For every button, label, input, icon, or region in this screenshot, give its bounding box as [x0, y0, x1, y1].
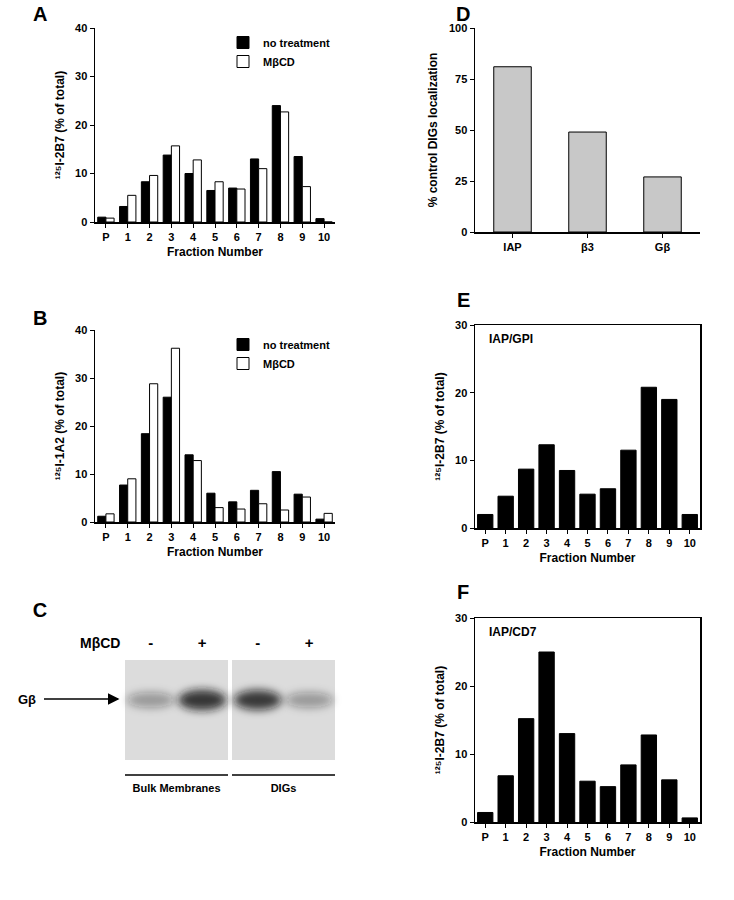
svg-text:7: 7	[625, 831, 631, 843]
svg-text:% control DIGs localization: % control DIGs localization	[426, 53, 440, 208]
svg-text:20: 20	[75, 119, 87, 131]
svg-text:7: 7	[256, 231, 262, 243]
svg-text:¹²⁵I-1A2 (% of total): ¹²⁵I-1A2 (% of total)	[53, 372, 67, 480]
svg-text:Bulk Membranes: Bulk Membranes	[132, 782, 220, 794]
svg-text:B: B	[33, 307, 47, 329]
svg-text:30: 30	[455, 319, 467, 331]
svg-text:IAP: IAP	[503, 241, 521, 253]
svg-text:-: -	[255, 634, 260, 651]
svg-text:9: 9	[299, 231, 305, 243]
svg-text:30: 30	[455, 612, 467, 624]
svg-text:IAP/GPI: IAP/GPI	[489, 332, 533, 346]
svg-text:8: 8	[277, 531, 283, 543]
svg-text:0: 0	[461, 816, 467, 828]
svg-text:10: 10	[75, 167, 87, 179]
svg-text:Fraction Number: Fraction Number	[539, 845, 635, 859]
svg-text:β3: β3	[581, 241, 594, 253]
svg-text:5: 5	[212, 231, 218, 243]
svg-text:Gβ: Gβ	[655, 241, 671, 253]
svg-text:9: 9	[666, 831, 672, 843]
svg-text:9: 9	[666, 537, 672, 549]
svg-text:Fraction Number: Fraction Number	[167, 245, 263, 259]
svg-text:4: 4	[190, 531, 197, 543]
svg-text:8: 8	[646, 831, 652, 843]
svg-text:0: 0	[81, 216, 87, 228]
svg-text:6: 6	[605, 537, 611, 549]
svg-text:40: 40	[75, 22, 87, 34]
svg-text:+: +	[198, 634, 207, 651]
svg-text:6: 6	[605, 831, 611, 843]
svg-text:P: P	[102, 531, 109, 543]
svg-text:P: P	[482, 831, 489, 843]
svg-text:100: 100	[449, 22, 467, 34]
svg-text:10: 10	[455, 454, 467, 466]
svg-text:5: 5	[212, 531, 218, 543]
svg-text:1: 1	[125, 531, 131, 543]
svg-text:40: 40	[75, 324, 87, 336]
svg-text:2: 2	[523, 831, 529, 843]
svg-text:1: 1	[503, 537, 509, 549]
svg-text:0: 0	[461, 522, 467, 534]
svg-text:3: 3	[168, 531, 174, 543]
svg-text:2: 2	[523, 537, 529, 549]
svg-text:IAP/CD7: IAP/CD7	[489, 625, 537, 639]
svg-text:4: 4	[190, 231, 197, 243]
svg-text:Fraction Number: Fraction Number	[167, 545, 263, 559]
svg-text:10: 10	[318, 231, 330, 243]
svg-text:P: P	[102, 231, 109, 243]
svg-text:20: 20	[455, 387, 467, 399]
svg-text:A: A	[33, 3, 47, 25]
svg-text:¹²⁵I-2B7 (% of total): ¹²⁵I-2B7 (% of total)	[433, 666, 447, 774]
svg-text:C: C	[33, 599, 47, 621]
svg-text:6: 6	[234, 231, 240, 243]
svg-text:1: 1	[503, 831, 509, 843]
svg-text:10: 10	[684, 537, 696, 549]
svg-text:20: 20	[75, 420, 87, 432]
svg-text:5: 5	[584, 831, 590, 843]
svg-text:20: 20	[455, 680, 467, 692]
svg-text:E: E	[457, 289, 470, 311]
svg-text:DIGs: DIGs	[271, 782, 297, 794]
svg-text:4: 4	[564, 831, 571, 843]
svg-text:Fraction Number: Fraction Number	[539, 551, 635, 565]
svg-text:MβCD: MβCD	[263, 56, 295, 68]
svg-text:+: +	[305, 634, 314, 651]
svg-text:25: 25	[455, 175, 467, 187]
svg-text:8: 8	[646, 537, 652, 549]
svg-text:7: 7	[625, 537, 631, 549]
svg-text:4: 4	[564, 537, 571, 549]
svg-text:75: 75	[455, 73, 467, 85]
svg-text:MβCD: MβCD	[80, 635, 120, 651]
svg-text:no treatment: no treatment	[263, 339, 330, 351]
svg-text:3: 3	[544, 537, 550, 549]
svg-text:2: 2	[146, 231, 152, 243]
svg-text:¹²⁵I-2B7 (% of total): ¹²⁵I-2B7 (% of total)	[433, 372, 447, 480]
svg-text:50: 50	[455, 124, 467, 136]
svg-text:8: 8	[277, 231, 283, 243]
svg-text:F: F	[457, 581, 469, 603]
svg-text:30: 30	[75, 70, 87, 82]
svg-text:MβCD: MβCD	[263, 358, 295, 370]
svg-text:30: 30	[75, 372, 87, 384]
svg-text:10: 10	[75, 468, 87, 480]
svg-text:7: 7	[256, 531, 262, 543]
svg-text:1: 1	[125, 231, 131, 243]
svg-text:6: 6	[234, 531, 240, 543]
svg-text:10: 10	[318, 531, 330, 543]
svg-text:10: 10	[684, 831, 696, 843]
svg-text:2: 2	[146, 531, 152, 543]
svg-text:10: 10	[455, 748, 467, 760]
svg-text:P: P	[482, 537, 489, 549]
svg-text:0: 0	[461, 226, 467, 238]
svg-text:5: 5	[584, 537, 590, 549]
svg-text:9: 9	[299, 531, 305, 543]
svg-text:no treatment: no treatment	[263, 37, 330, 49]
svg-text:3: 3	[168, 231, 174, 243]
svg-text:¹²⁵I-2B7 (% of total): ¹²⁵I-2B7 (% of total)	[53, 71, 67, 179]
svg-text:Gβ: Gβ	[18, 692, 36, 707]
svg-text:0: 0	[81, 516, 87, 528]
svg-text:D: D	[456, 3, 470, 25]
svg-text:3: 3	[544, 831, 550, 843]
svg-text:-: -	[148, 634, 153, 651]
